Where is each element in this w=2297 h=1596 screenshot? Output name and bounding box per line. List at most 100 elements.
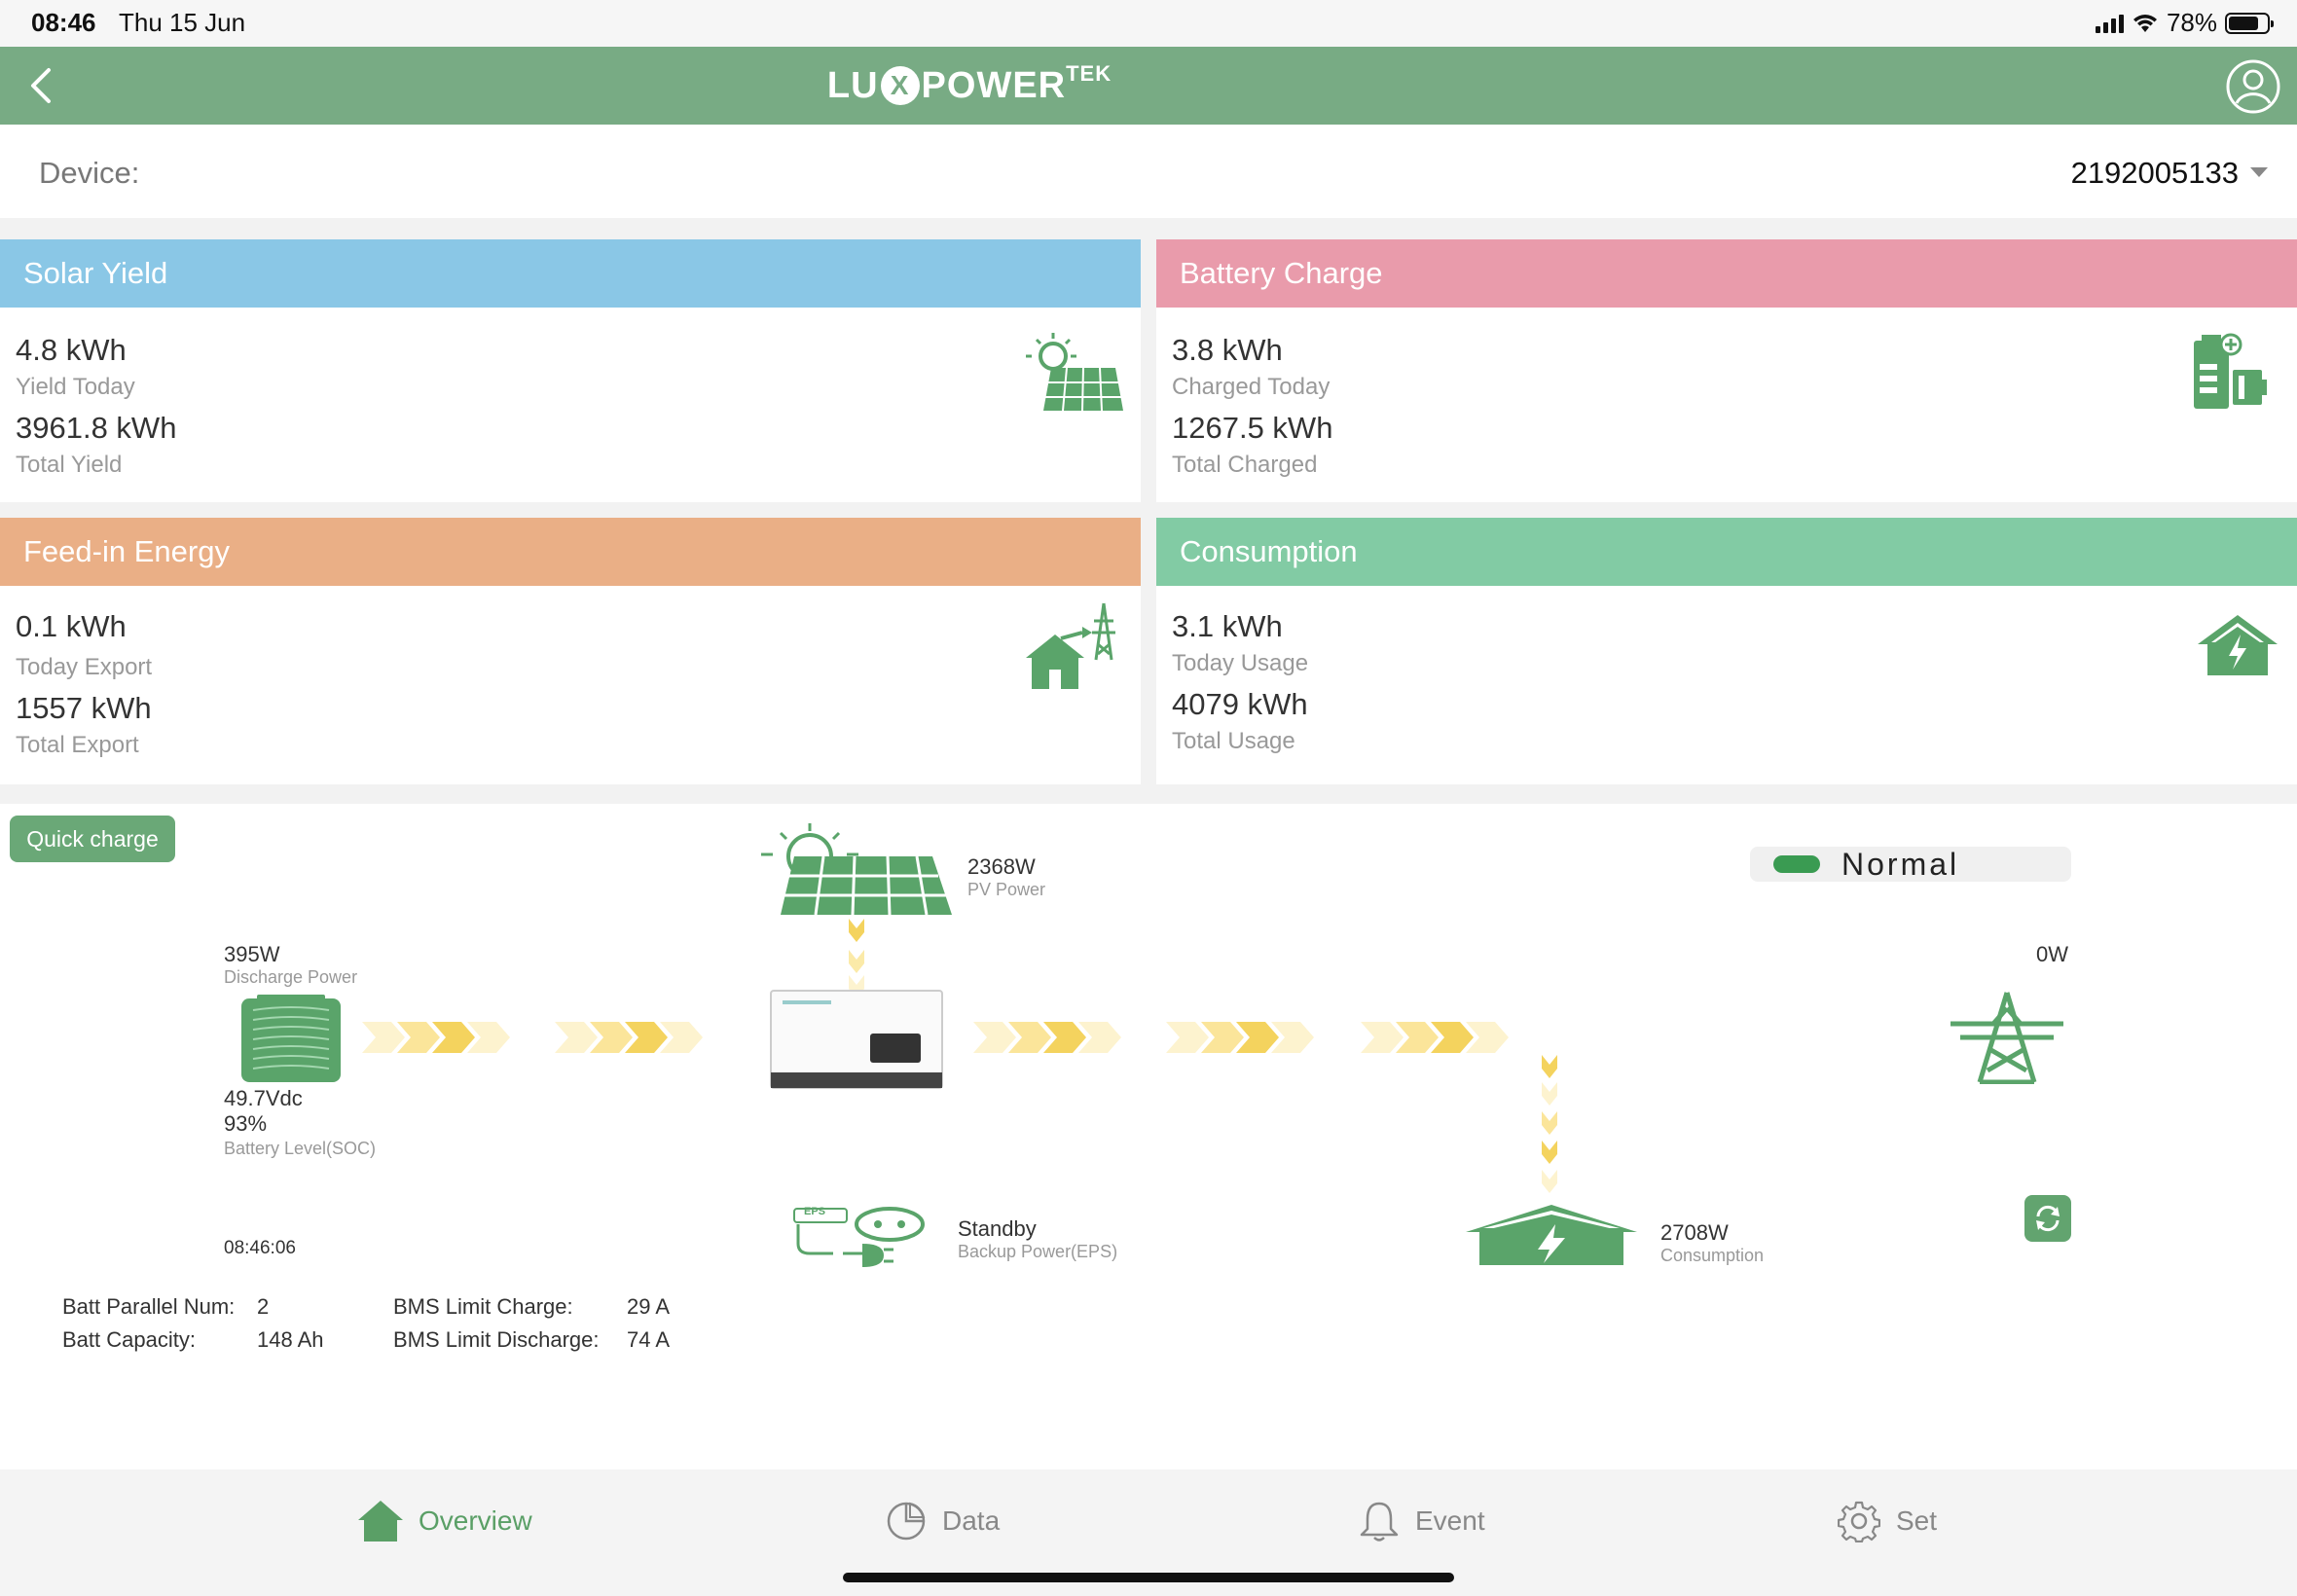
feed-in-energy-header: Feed-in Energy — [0, 518, 1141, 586]
charged-today-label: Charged Today — [1172, 374, 1331, 400]
bell-icon — [1360, 1502, 1399, 1542]
status-right: 78% — [2095, 8, 2274, 38]
battery-stack-icon — [241, 995, 341, 1082]
load-down-arrows — [1542, 1055, 1557, 1193]
today-usage-value: 3.1 kWh — [1172, 609, 1283, 643]
logo-text-right: POWER — [921, 64, 1067, 106]
home-icon — [358, 1501, 403, 1542]
consumption-power-value: 2708W — [1660, 1220, 1729, 1245]
signal-icon — [2095, 14, 2124, 33]
battery-charge-header: Battery Charge — [1156, 239, 2297, 308]
status-date: Thu 15 Jun — [119, 8, 246, 37]
logo-text-left: LU — [826, 64, 879, 106]
bms-limit-discharge-value: 74 A — [627, 1327, 671, 1352]
status-time: 08:46 — [31, 8, 96, 37]
battery-soc-value: 93% — [224, 1111, 268, 1136]
consumption-header: Consumption — [1156, 518, 2297, 586]
today-export-label: Today Export — [16, 654, 153, 680]
total-charged-value: 1267.5 kWh — [1172, 411, 1333, 445]
tab-data[interactable]: Data — [886, 1497, 1000, 1545]
yield-today-label: Yield Today — [16, 374, 135, 400]
total-charged-label: Total Charged — [1172, 452, 1318, 478]
tab-data-label: Data — [942, 1505, 1001, 1536]
system-status-badge: Normal — [1750, 847, 2071, 882]
eps-label: Backup Power(EPS) — [958, 1242, 1118, 1261]
home-indicator[interactable] — [843, 1573, 1454, 1582]
battery-status-icon — [2225, 12, 2274, 34]
dropdown-caret-icon[interactable] — [2250, 167, 2268, 177]
tab-event-label: Event — [1415, 1505, 1485, 1536]
load-house-icon — [1466, 1205, 1637, 1265]
feed-in-energy-card: Feed-in Energy 0.1 kWh Today Export 1557… — [0, 518, 1141, 758]
today-usage-label: Today Usage — [1172, 650, 1309, 676]
battery-soc-label: Battery Level(SOC) — [224, 1139, 377, 1158]
gear-icon — [1838, 1501, 1880, 1542]
app-bar: LU X POWER TEK — [0, 47, 2297, 125]
bottom-tab-bar: Overview Data Event Set — [0, 1469, 2297, 1596]
total-export-value: 1557 kWh — [16, 691, 152, 725]
grid-power-value: 0W — [2036, 942, 2068, 966]
logo-x-mark: X — [880, 66, 920, 105]
eps-socket-plug-icon — [793, 1207, 925, 1267]
battery-voltage: 49.7Vdc — [224, 1086, 303, 1110]
user-account-icon[interactable] — [2225, 58, 2281, 115]
charged-today-value: 3.8 kWh — [1172, 333, 1283, 367]
card-gap-vertical — [1141, 239, 1156, 804]
back-chevron-icon[interactable] — [21, 62, 60, 109]
pv-power-value: 2368W — [967, 854, 1036, 879]
tab-set[interactable]: Set — [1838, 1497, 1937, 1545]
tab-set-label: Set — [1896, 1505, 1938, 1536]
total-yield-value: 3961.8 kWh — [16, 411, 177, 445]
bms-limit-discharge-label: BMS Limit Discharge: — [393, 1327, 600, 1352]
total-export-label: Total Export — [16, 732, 139, 758]
solar-yield-header: Solar Yield — [0, 239, 1141, 308]
pv-solar-panel-icon — [761, 823, 952, 916]
batt-capacity-value: 148 Ah — [257, 1327, 324, 1352]
total-yield-label: Total Yield — [16, 452, 123, 478]
divider — [0, 218, 2297, 239]
pie-chart-icon — [887, 1502, 926, 1541]
eps-tag: EPS — [804, 1206, 826, 1217]
tab-overview[interactable]: Overview — [358, 1497, 532, 1545]
device-selector-row[interactable]: Device: 2192005133 — [0, 125, 2297, 218]
refresh-icon[interactable] — [2024, 1195, 2071, 1242]
discharge-power-value: 395W — [224, 942, 280, 966]
today-export-value: 0.1 kWh — [16, 609, 127, 643]
tab-overview-label: Overview — [419, 1505, 532, 1536]
system-status-text: Normal — [1841, 847, 1960, 882]
battery-charge-card: Battery Charge 3.8 kWh Charged Today 126… — [1156, 239, 2297, 478]
grid-tower-icon — [1951, 992, 2063, 1084]
bms-limit-charge-value: 29 A — [627, 1294, 671, 1319]
energy-flow-panel: Quick charge 2368W PV Power Normal 0W 39… — [0, 804, 2297, 1469]
app-logo: LU X POWER TEK — [0, 47, 2297, 125]
eps-status-value: Standby — [958, 1216, 1037, 1241]
discharge-power-label: Discharge Power — [224, 967, 358, 987]
battery-flow-arrows — [362, 1022, 703, 1053]
inverter-device-icon — [770, 990, 943, 1089]
consumption-card: Consumption 3.1 kWh Today Usage 4079 kWh… — [1156, 518, 2297, 754]
battery-percent: 78% — [2166, 8, 2217, 37]
pv-flow-arrows — [849, 919, 864, 998]
quick-charge-button[interactable]: Quick charge — [10, 816, 175, 862]
batt-parallel-value: 2 — [257, 1294, 270, 1319]
bms-limit-charge-label: BMS Limit Charge: — [393, 1294, 573, 1319]
batt-parallel-label: Batt Parallel Num: — [62, 1294, 236, 1319]
status-bar: 08:46 Thu 15 Jun 78% — [0, 0, 2297, 47]
house-export-to-grid-icon — [1026, 602, 1115, 689]
tab-event[interactable]: Event — [1359, 1497, 1485, 1545]
yield-today-value: 4.8 kWh — [16, 333, 127, 367]
solar-panel-sun-icon — [1026, 333, 1123, 412]
inverter-to-load-arrows — [973, 1022, 1509, 1053]
card-gap-bottom — [0, 784, 2297, 804]
last-update-timestamp: 08:46:06 — [224, 1238, 296, 1258]
batt-capacity-label: Batt Capacity: — [62, 1327, 196, 1352]
pv-power-label: PV Power — [967, 880, 1046, 899]
battery-charge-icon — [2194, 333, 2267, 409]
total-usage-value: 4079 kWh — [1172, 687, 1308, 721]
total-usage-label: Total Usage — [1172, 728, 1295, 754]
wifi-icon — [2133, 14, 2157, 32]
card-gap-horizontal — [0, 502, 2297, 518]
consumption-power-label: Consumption — [1660, 1246, 1765, 1265]
device-id-select[interactable]: 2192005133 — [2070, 156, 2239, 190]
house-consumption-icon — [2198, 615, 2278, 675]
